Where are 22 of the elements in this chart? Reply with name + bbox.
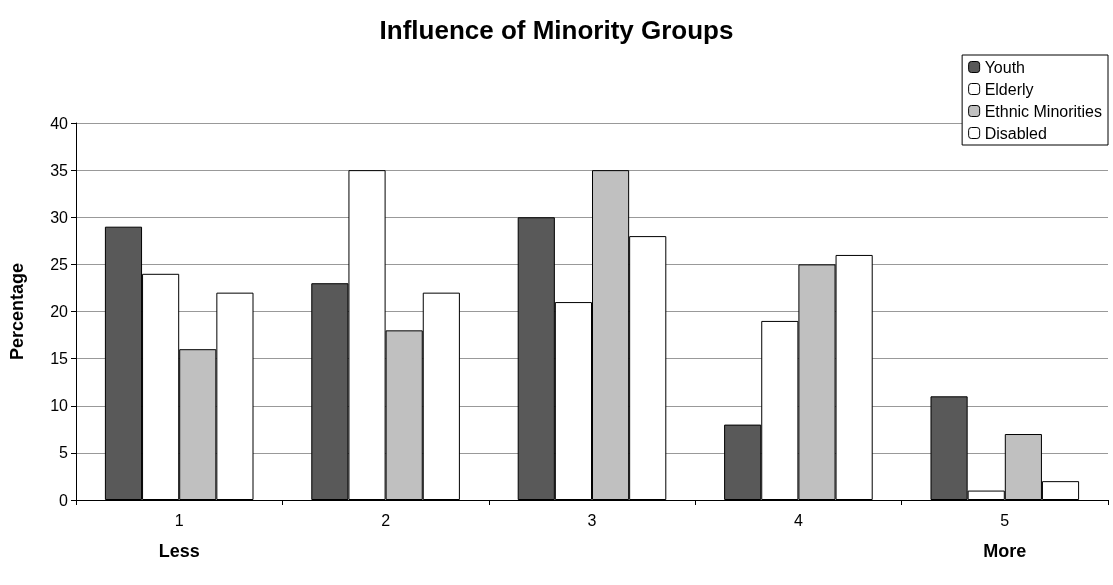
legend-label: Ethnic Minorities — [984, 102, 1102, 120]
y-tick-label: 40 — [50, 114, 69, 132]
y-axis-title: Percentage — [7, 262, 27, 361]
legend-label: Youth — [984, 58, 1025, 76]
chart-title: Influence of Minority Groups — [379, 15, 734, 45]
x-tick-label: 5 — [1000, 511, 1010, 529]
y-tick-label: 30 — [50, 208, 69, 226]
legend-label: Elderly — [984, 80, 1034, 98]
text: Less — [158, 541, 200, 561]
text: More — [983, 541, 1027, 561]
y-tick-label: 35 — [50, 161, 69, 179]
y-tick-label: 10 — [50, 397, 69, 415]
y-tick-label: 25 — [50, 255, 69, 273]
y-tick-label: 15 — [50, 350, 69, 368]
x-tick-label: 4 — [793, 511, 803, 529]
legend-label: Disabled — [984, 124, 1047, 142]
x-tick-label: 3 — [587, 511, 597, 529]
y-tick-label: 0 — [59, 491, 69, 509]
y-tick-label: 5 — [59, 444, 69, 462]
y-tick-label: 20 — [50, 303, 69, 320]
x-tick-label: 2 — [381, 511, 391, 529]
x-tick-label: 1 — [174, 511, 184, 529]
